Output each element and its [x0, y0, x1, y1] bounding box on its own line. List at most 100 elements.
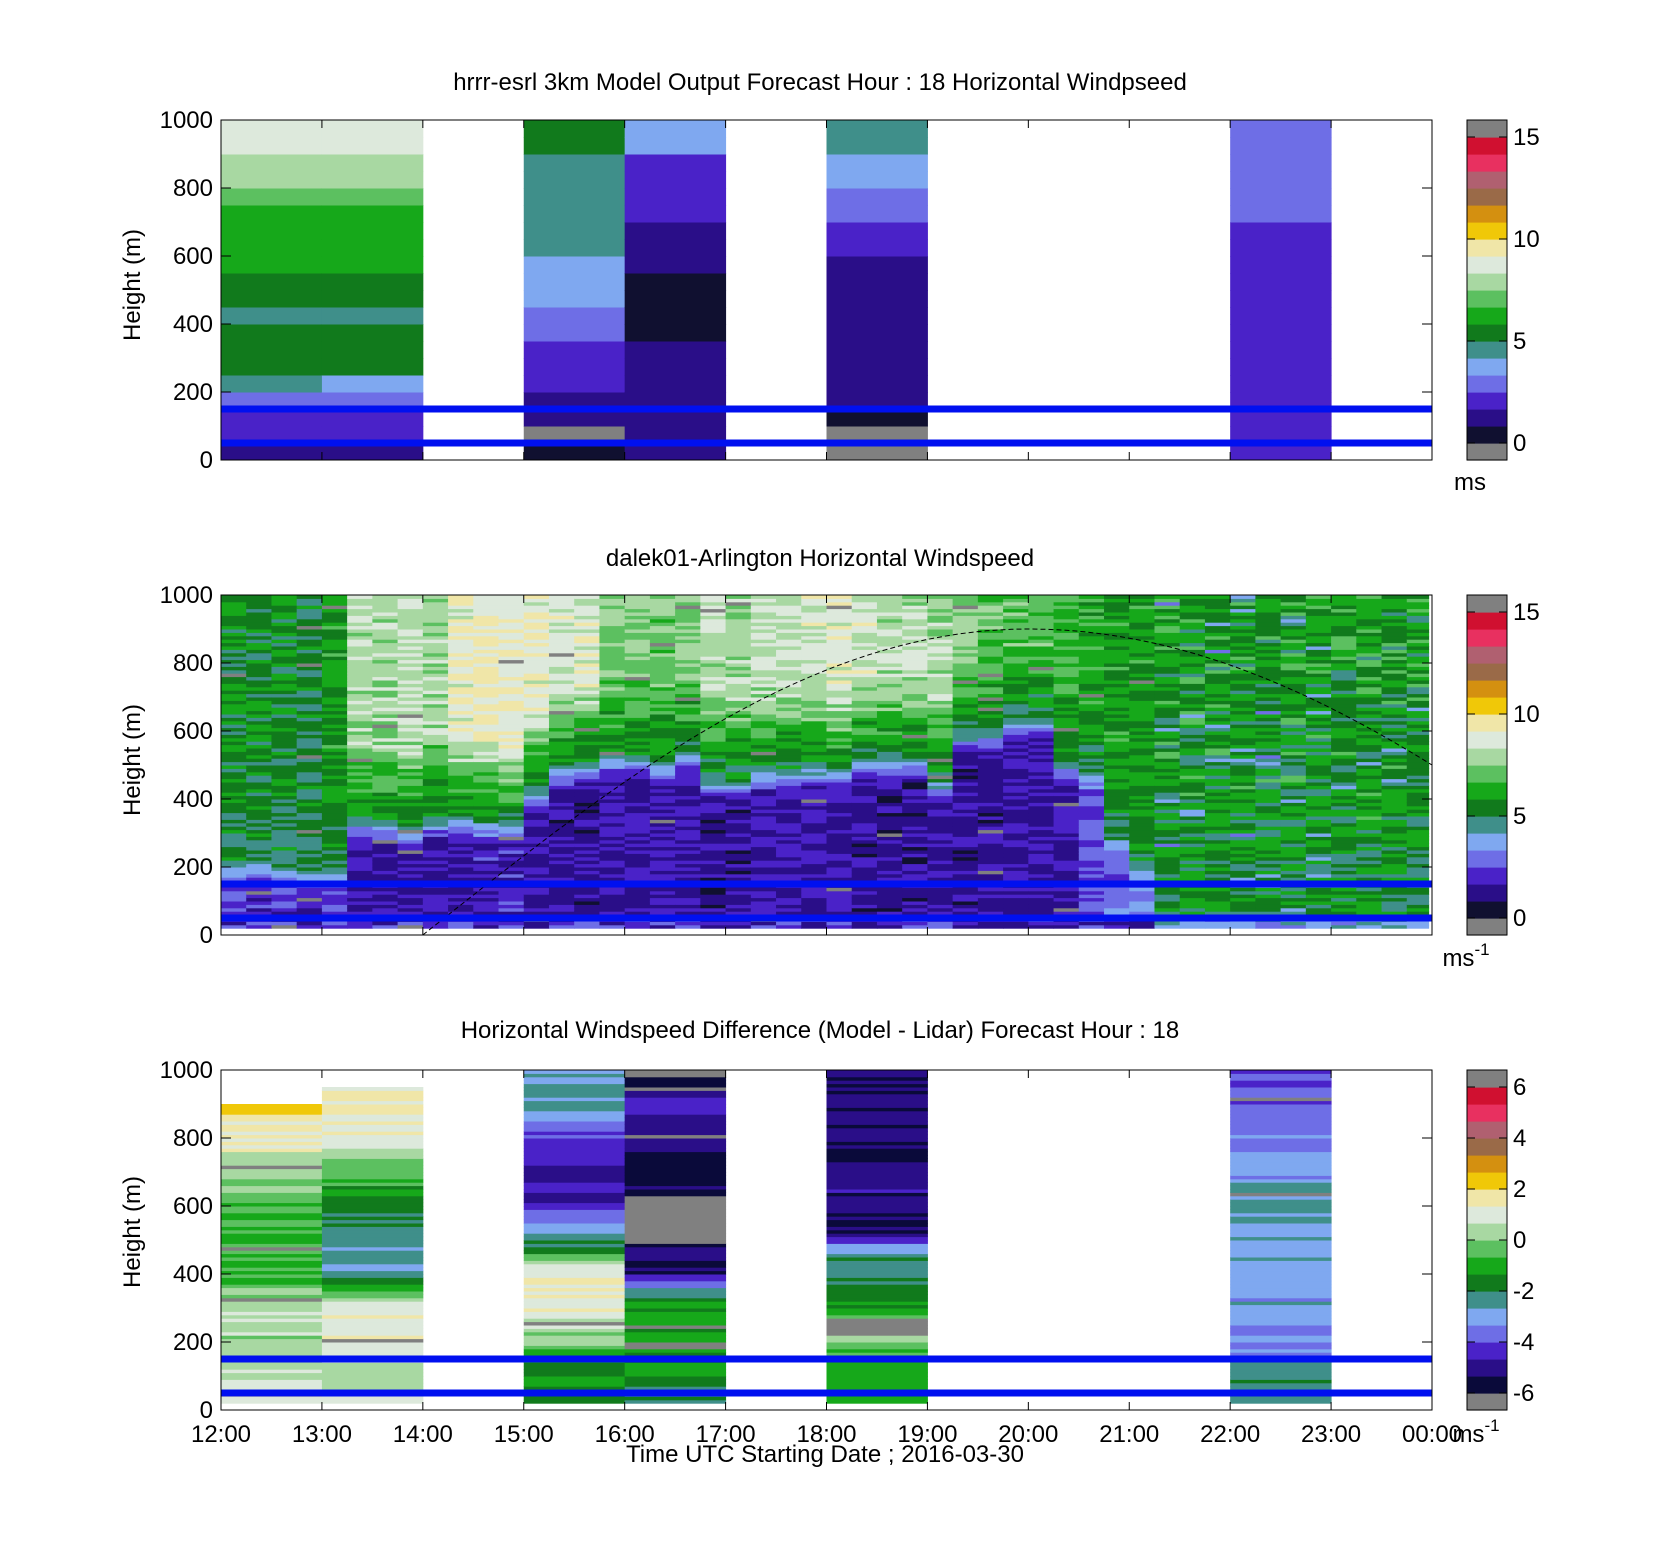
- lidar-cell: [649, 697, 676, 701]
- model-cell: [1230, 188, 1332, 206]
- lidar-cell: [548, 761, 575, 766]
- lidar-cell: [1204, 737, 1231, 742]
- lidar-cell: [700, 659, 727, 664]
- lidar-cell: [776, 703, 802, 708]
- lidar-cell: [246, 751, 272, 756]
- lidar-cell: [649, 809, 676, 814]
- lidar-cell: [1406, 635, 1430, 640]
- lidar-cell: [1356, 887, 1383, 892]
- lidar-cell: [221, 911, 247, 916]
- lidar-cell: [372, 833, 399, 837]
- lidar-cell: [1078, 924, 1105, 929]
- lidar-cell: [1053, 887, 1080, 892]
- lidar-cell: [1204, 615, 1231, 620]
- lidar-cell: [876, 598, 903, 603]
- lidar-cell: [498, 853, 525, 858]
- lidar-cell: [1104, 870, 1130, 875]
- lidar-cell: [1280, 792, 1307, 797]
- lidar-cell: [977, 744, 1004, 749]
- model-cell: [221, 273, 323, 291]
- lidar-cell: [271, 765, 298, 769]
- colorbar-tick-label: 0: [1513, 430, 1526, 457]
- lidar-cell: [977, 819, 1004, 824]
- lidar-cell: [1078, 761, 1105, 766]
- lidar-cell: [1230, 608, 1256, 613]
- lidar-cell: [1305, 615, 1332, 620]
- lidar-cell: [1230, 744, 1256, 749]
- lidar-cell: [246, 656, 272, 661]
- lidar-cell: [296, 826, 323, 831]
- lidar-cell: [776, 656, 802, 661]
- lidar-cell: [397, 605, 424, 610]
- lidar-cell: [977, 795, 1004, 800]
- lidar-cell: [221, 714, 247, 718]
- lidar-cell: [321, 867, 348, 871]
- lidar-cell: [523, 605, 550, 610]
- lidar-cell: [422, 737, 449, 742]
- lidar-cell: [977, 812, 1004, 817]
- lidar-cell: [1053, 625, 1080, 630]
- lidar-cell: [397, 680, 424, 684]
- lidar-cell: [851, 748, 878, 752]
- lidar-cell: [1381, 792, 1408, 797]
- lidar-cell: [776, 901, 802, 905]
- lidar-cell: [548, 829, 575, 834]
- lidar-cell: [347, 673, 373, 678]
- lidar-cell: [927, 663, 954, 667]
- lidar-cell: [776, 608, 802, 613]
- lidar-cell: [801, 652, 827, 657]
- lidar-cell: [1255, 707, 1282, 712]
- lidar-cell: [624, 822, 651, 827]
- lidar-cell: [725, 771, 752, 776]
- lidar-cell: [700, 622, 727, 627]
- lidar-cell: [826, 775, 853, 780]
- lidar-cell: [397, 656, 424, 661]
- lidar-cell: [1154, 642, 1181, 647]
- lidar-cell: [952, 785, 979, 790]
- lidar-cell: [624, 894, 651, 899]
- lidar-cell: [624, 707, 651, 712]
- lidar-cell: [1406, 771, 1430, 776]
- lidar-cell: [801, 731, 827, 735]
- lidar-cell: [927, 635, 954, 640]
- lidar-cell: [952, 901, 979, 905]
- lidar-cell: [473, 690, 500, 695]
- lidar-cell: [952, 822, 979, 827]
- lidar-cell: [246, 873, 272, 878]
- lidar-cell: [1381, 710, 1408, 715]
- lidar-cell: [1406, 724, 1430, 729]
- lidar-cell: [1154, 673, 1181, 678]
- model-cell: [1230, 307, 1332, 325]
- lidar-cell: [1331, 673, 1357, 678]
- lidar-cell: [902, 822, 928, 827]
- lidar-cell: [902, 625, 928, 630]
- lidar-cell: [1356, 924, 1383, 929]
- lidar-cell: [725, 734, 752, 739]
- lidar-cell: [1331, 720, 1357, 725]
- lidar-cell: [776, 683, 802, 688]
- lidar-cell: [725, 890, 752, 895]
- lidar-cell: [851, 826, 878, 831]
- lidar-cell: [221, 782, 247, 786]
- lidar-cell: [952, 727, 979, 732]
- lidar-cell: [1078, 907, 1105, 912]
- lidar-cell: [927, 676, 954, 681]
- lidar-cell: [221, 683, 247, 688]
- lidar-cell: [321, 646, 348, 650]
- lidar-cell: [372, 816, 399, 820]
- lidar-cell: [675, 666, 701, 671]
- lidar-cell: [1305, 833, 1332, 837]
- lidar-cell: [624, 717, 651, 722]
- lidar-cell: [321, 768, 348, 773]
- lidar-cell: [1305, 635, 1332, 640]
- lidar-cell: [1381, 683, 1408, 688]
- lidar-cell: [599, 822, 626, 827]
- lidar-cell: [271, 663, 298, 667]
- lidar-cell: [1204, 680, 1231, 684]
- model-cell: [221, 307, 323, 325]
- lidar-cell: [1305, 887, 1332, 892]
- lidar-cell: [1028, 717, 1055, 722]
- lidar-cell: [851, 727, 878, 732]
- lidar-cell: [1028, 703, 1055, 708]
- lidar-cell: [649, 839, 676, 844]
